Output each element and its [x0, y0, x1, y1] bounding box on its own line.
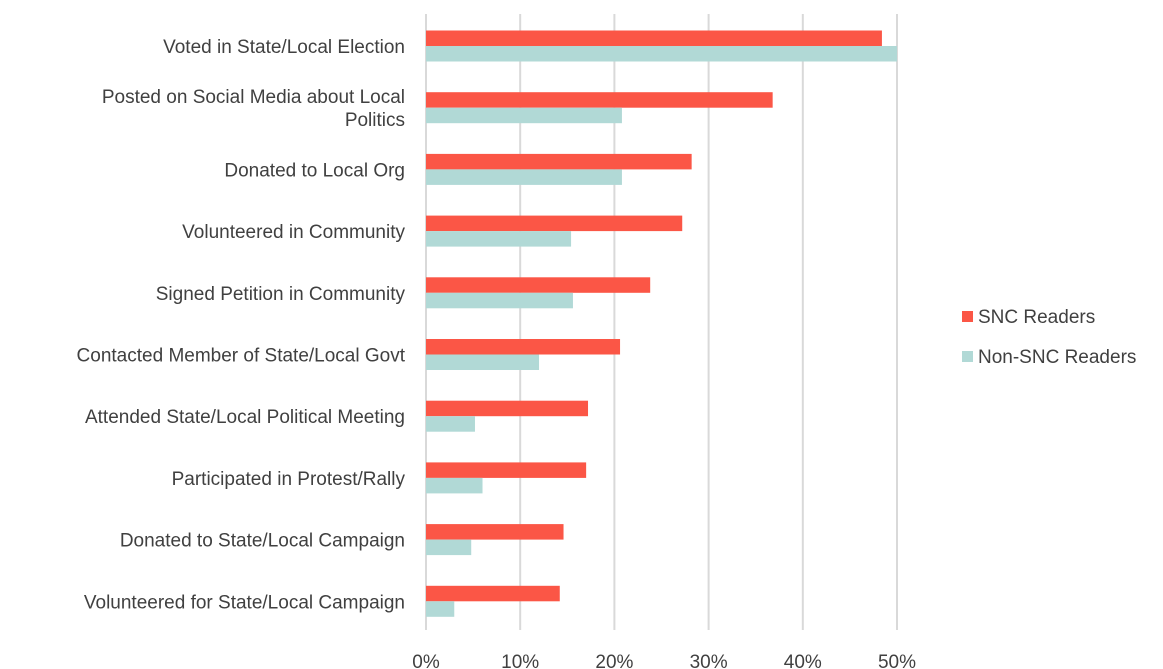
- category-labels: Voted in State/Local Election Posted on S…: [77, 37, 406, 613]
- category-label-2: Donated to Local Org: [224, 160, 405, 181]
- bar-non-snc-7: [426, 477, 483, 494]
- x-tick-label-1: 10%: [501, 652, 539, 669]
- bar-non-snc-6: [426, 416, 475, 432]
- bar-snc-7: [426, 462, 587, 478]
- category-label-9: Volunteered for State/Local Campaign: [84, 592, 405, 613]
- bar-non-snc-4: [426, 292, 573, 309]
- x-tick-label-5: 50%: [878, 652, 916, 669]
- legend-label-snc: SNC Readers: [978, 307, 1095, 328]
- legend-swatch-snc: [962, 311, 973, 322]
- bar-snc-3: [426, 215, 683, 232]
- category-label-5: Contacted Member of State/Local Govt: [77, 346, 406, 367]
- bar-snc-8: [426, 524, 564, 540]
- legend-label-non-snc: Non-SNC Readers: [978, 347, 1136, 368]
- category-label-line: Donated to Local Org: [224, 160, 405, 181]
- bar-non-snc-9: [426, 601, 455, 617]
- category-label-line: Volunteered for State/Local Campaign: [84, 592, 405, 613]
- category-label-8: Donated to State/Local Campaign: [120, 531, 405, 552]
- bar-non-snc-2: [426, 169, 622, 185]
- category-label-line: Posted on Social Media about Local: [102, 87, 405, 108]
- category-label-line: Volunteered in Community: [182, 222, 405, 243]
- bar-non-snc-5: [426, 354, 540, 370]
- category-label-7: Participated in Protest/Rally: [172, 469, 406, 490]
- bar-non-snc-0: [426, 46, 897, 62]
- bars: [426, 30, 897, 617]
- x-tick-label-3: 30%: [690, 652, 728, 669]
- bar-snc-1: [426, 92, 773, 108]
- legend-swatch-non-snc: [962, 351, 973, 362]
- category-label-line: Signed Petition in Community: [156, 284, 406, 305]
- category-label-line: Donated to State/Local Campaign: [120, 531, 405, 552]
- category-label-6: Attended State/Local Political Meeting: [85, 407, 405, 428]
- x-tick-label-2: 20%: [595, 652, 633, 669]
- category-label-4: Signed Petition in Community: [156, 284, 406, 305]
- category-label-line: Politics: [345, 110, 405, 131]
- bar-snc-2: [426, 153, 692, 170]
- bar-non-snc-8: [426, 539, 472, 556]
- legend: SNC Readers Non-SNC Readers: [962, 307, 1136, 368]
- bar-snc-4: [426, 277, 651, 293]
- x-tick-label-0: 0%: [412, 652, 440, 669]
- bar-snc-9: [426, 585, 560, 602]
- category-label-1: Posted on Social Media about Local Politi…: [102, 87, 405, 131]
- bar-snc-0: [426, 30, 882, 46]
- bar-snc-5: [426, 339, 621, 355]
- x-axis-tick-labels: 0% 10% 20% 30% 40% 50%: [412, 652, 916, 669]
- x-tick-label-4: 40%: [784, 652, 822, 669]
- bar-non-snc-1: [426, 107, 622, 124]
- category-label-0: Voted in State/Local Election: [163, 37, 405, 58]
- category-label-line: Contacted Member of State/Local Govt: [77, 346, 406, 367]
- category-label-3: Volunteered in Community: [182, 222, 405, 243]
- category-label-line: Attended State/Local Political Meeting: [85, 407, 405, 428]
- category-label-line: Voted in State/Local Election: [163, 37, 405, 58]
- bar-snc-6: [426, 400, 589, 417]
- bar-non-snc-3: [426, 231, 572, 247]
- category-label-line: Participated in Protest/Rally: [172, 469, 406, 490]
